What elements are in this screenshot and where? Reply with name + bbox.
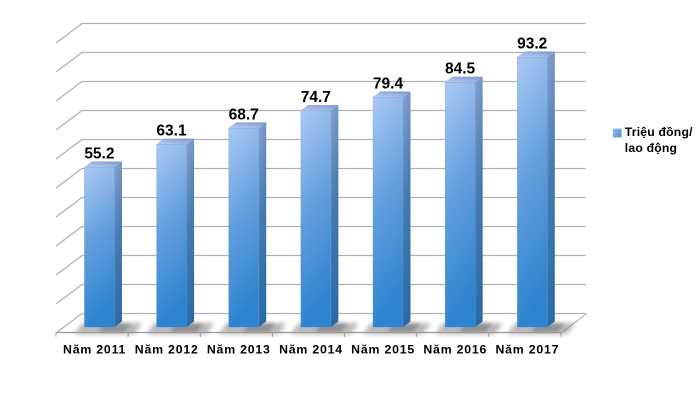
svg-text:Năm 2016: Năm 2016 <box>423 343 487 357</box>
svg-text:79.4: 79.4 <box>373 75 404 92</box>
svg-text:68.7: 68.7 <box>229 106 259 123</box>
svg-text:Năm 2017: Năm 2017 <box>495 343 559 357</box>
svg-text:lao động: lao động <box>625 141 677 155</box>
svg-text:Năm 2013: Năm 2013 <box>207 343 271 357</box>
svg-text:55.2: 55.2 <box>84 146 114 163</box>
svg-text:74.7: 74.7 <box>301 89 331 106</box>
svg-text:93.2: 93.2 <box>517 36 547 53</box>
svg-text:Năm 2011: Năm 2011 <box>63 343 126 357</box>
svg-text:Năm 2015: Năm 2015 <box>351 343 415 357</box>
svg-text:84.5: 84.5 <box>445 61 476 78</box>
svg-text:Năm 2012: Năm 2012 <box>135 343 199 357</box>
svg-text:Triệu đồng/: Triệu đồng/ <box>625 125 693 139</box>
svg-text:63.1: 63.1 <box>156 123 187 140</box>
svg-text:Năm 2014: Năm 2014 <box>279 343 343 357</box>
